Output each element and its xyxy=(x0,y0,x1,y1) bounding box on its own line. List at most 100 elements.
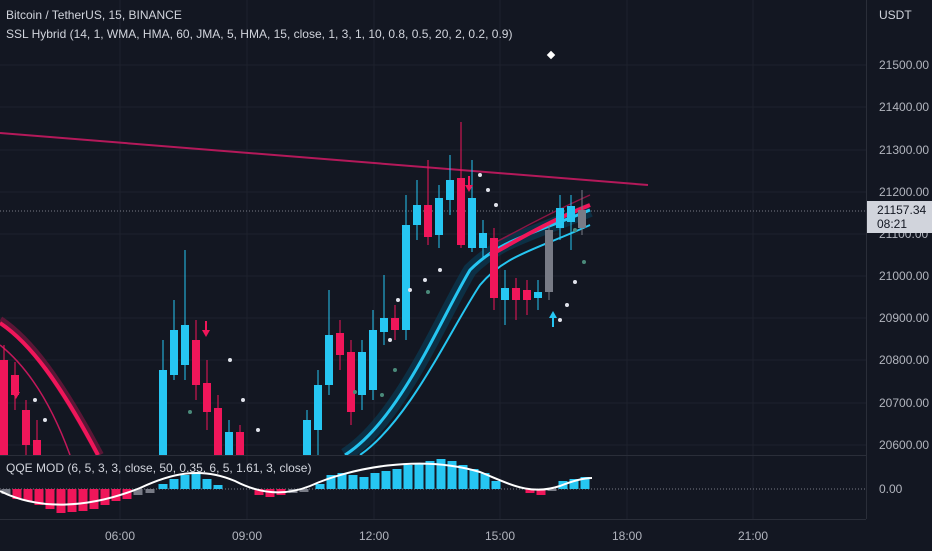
pane-separator[interactable] xyxy=(0,455,932,456)
price-chart-pane[interactable]: Bitcoin / TetherUS, 15, BINANCE SSL Hybr… xyxy=(0,0,866,455)
sell-arrow xyxy=(205,321,207,330)
qqe-histogram[interactable] xyxy=(0,456,866,519)
buy-arrow xyxy=(552,318,554,327)
histogram-bar xyxy=(392,469,402,489)
qqe-legend[interactable]: QQE MOD (6, 5, 3, 3, close, 50, 0.35, 6,… xyxy=(6,461,312,475)
histogram-bar xyxy=(169,479,179,489)
histogram-bar xyxy=(425,461,435,489)
candle-body xyxy=(33,440,41,455)
price-tick: 20700.00 xyxy=(879,396,930,410)
histogram-bar xyxy=(122,489,132,499)
candle-body xyxy=(545,230,553,292)
candle-body xyxy=(236,432,244,455)
candle-body xyxy=(159,370,167,455)
ssl-band-red-segment xyxy=(489,194,591,246)
histogram-bar xyxy=(370,473,380,489)
ssl-hybrid-legend[interactable]: SSL Hybrid (14, 1, WMA, HMA, 60, JMA, 5,… xyxy=(6,27,513,41)
candle-body xyxy=(225,432,233,455)
time-tick: 12:00 xyxy=(358,529,390,543)
candle-body xyxy=(391,318,399,330)
histogram-bar xyxy=(89,489,99,509)
axis-unit-label: USDT xyxy=(879,8,912,22)
trail-dot xyxy=(582,260,586,264)
qqe-pane[interactable]: QQE MOD (6, 5, 3, 3, close, 50, 0.35, 6,… xyxy=(0,456,866,519)
buy-arrow xyxy=(549,311,557,318)
histogram-bar xyxy=(491,481,501,489)
candle-body xyxy=(170,330,178,375)
histogram-bar xyxy=(326,475,336,489)
candle-body xyxy=(314,385,322,430)
osc-zero-tick: 0.00 xyxy=(879,482,903,496)
last-price-badge: 21157.34 08:21 xyxy=(867,201,932,233)
price-axis[interactable]: USDT 21500.00 21400.00 21300.00 21200.00… xyxy=(866,0,932,519)
histogram-bar xyxy=(536,489,546,495)
histogram-bar xyxy=(359,477,369,489)
histogram-bar xyxy=(1,489,11,494)
time-tick: 06:00 xyxy=(104,529,136,543)
candle-body xyxy=(325,335,333,385)
trail-dot xyxy=(393,368,397,372)
histogram-bar xyxy=(56,489,66,513)
trend-line xyxy=(0,132,649,186)
last-price-value: 21157.34 xyxy=(877,203,927,217)
candle-body xyxy=(380,318,388,332)
histogram-bar xyxy=(265,489,275,497)
histogram-bar xyxy=(254,489,264,495)
trail-dot xyxy=(188,410,192,414)
histogram-bar xyxy=(403,465,413,489)
candle-body xyxy=(22,410,30,445)
candle-body xyxy=(578,210,586,228)
histogram-bar xyxy=(569,479,579,489)
histogram-bar xyxy=(547,489,557,491)
sell-arrow xyxy=(468,176,470,185)
histogram-bar xyxy=(12,489,22,499)
histogram-bar xyxy=(299,489,309,492)
trail-dot xyxy=(396,298,400,302)
histogram-bar xyxy=(133,489,143,495)
histogram-bar xyxy=(78,489,88,511)
trail-dot xyxy=(494,203,498,207)
histogram-bar xyxy=(414,463,424,489)
histogram-bar xyxy=(34,489,44,505)
candle-body xyxy=(435,198,443,235)
symbol-legend[interactable]: Bitcoin / TetherUS, 15, BINANCE xyxy=(6,8,182,22)
candle-body xyxy=(523,290,531,300)
trail-dot xyxy=(408,288,412,292)
price-tick: 21300.00 xyxy=(879,143,930,157)
histogram-bar xyxy=(315,484,325,489)
trail-dot xyxy=(565,303,569,307)
time-tick: 18:00 xyxy=(611,529,643,543)
candle-body xyxy=(369,330,377,390)
histogram-bar xyxy=(447,461,457,489)
candle-body xyxy=(192,340,200,385)
candlestick-chart[interactable] xyxy=(0,0,866,455)
trail-dot xyxy=(33,398,37,402)
price-tick: 21200.00 xyxy=(879,185,930,199)
trail-dot xyxy=(43,418,47,422)
trail-dot xyxy=(573,280,577,284)
candle-body xyxy=(424,205,432,237)
histogram-bar xyxy=(23,489,33,501)
trail-dot xyxy=(486,188,490,192)
histogram-bar xyxy=(213,485,223,489)
price-tick: 20600.00 xyxy=(879,438,930,452)
time-tick: 09:00 xyxy=(231,529,263,543)
sell-arrow xyxy=(465,185,473,192)
ssl-band-left xyxy=(0,344,71,455)
trail-dot xyxy=(426,290,430,294)
candle-body xyxy=(490,238,498,298)
time-tick: 21:00 xyxy=(737,529,769,543)
candle-body xyxy=(0,360,8,455)
histogram-bar xyxy=(67,489,77,512)
trail-dot xyxy=(380,393,384,397)
histogram-bar xyxy=(436,459,446,489)
candle-body xyxy=(214,408,222,455)
histogram-bar xyxy=(202,479,212,489)
sell-arrow xyxy=(202,330,210,337)
candle-body xyxy=(501,288,509,300)
time-axis[interactable]: 06:00 09:00 12:00 15:00 18:00 21:00 xyxy=(0,519,866,551)
time-tick: 15:00 xyxy=(484,529,516,543)
diamond-marker xyxy=(546,50,556,60)
trail-dot xyxy=(573,228,577,232)
candle-body xyxy=(203,383,211,412)
